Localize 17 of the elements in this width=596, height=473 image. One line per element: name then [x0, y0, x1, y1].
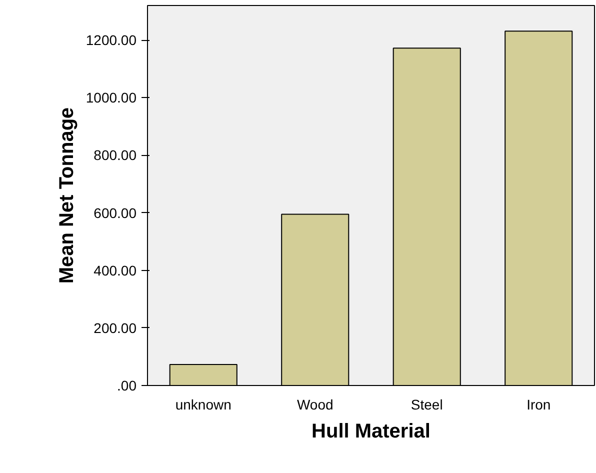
y-axis-title: Mean Net Tonnage: [56, 107, 78, 284]
y-tick-label: 200.00: [94, 320, 137, 336]
y-tick-label: 800.00: [94, 147, 137, 164]
y-tick-label: .00: [117, 378, 137, 394]
y-tick-label: 1200.00: [86, 32, 137, 48]
x-tick-label: unknown: [175, 396, 232, 412]
bar: [281, 214, 350, 386]
bar: [392, 48, 461, 386]
bar: [169, 364, 238, 386]
x-tick-label: Wood: [296, 396, 334, 412]
bar: [504, 30, 573, 386]
x-tick-label: Steel: [410, 396, 443, 412]
y-tick-label: 1000.00: [86, 90, 137, 106]
y-tick-label: 600.00: [94, 204, 137, 221]
y-tick-label: 400.00: [94, 262, 137, 278]
x-tick-label: Iron: [526, 396, 551, 412]
x-axis-title: Hull Material: [312, 420, 430, 442]
